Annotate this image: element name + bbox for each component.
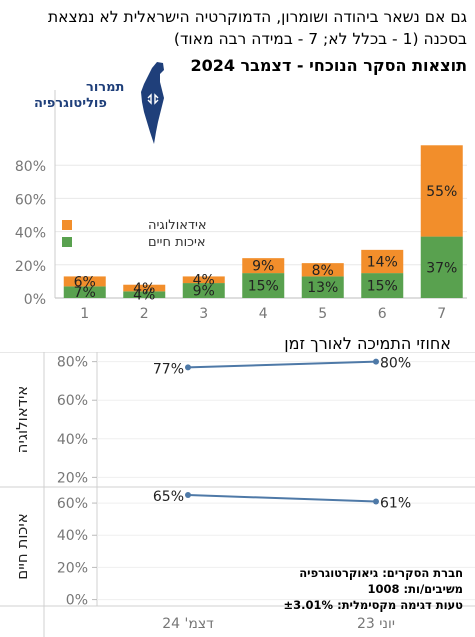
legend-label-ideology: אידאולוגיה [148, 218, 207, 233]
x-tick-label: 1 [80, 306, 89, 322]
data-label-ideology: 6% [74, 274, 96, 290]
y-tick-label: 20% [57, 560, 88, 576]
data-point [373, 358, 379, 365]
line-chart-title: אחוזי התמיכה לאורך זמן [284, 334, 451, 353]
data-label-ideology: 4% [133, 281, 155, 297]
legend-swatch-life [62, 237, 72, 247]
series-line [187, 360, 377, 369]
bar-segment-ideology [63, 276, 106, 287]
logo: תמרור פוליטוגרפיה [30, 62, 165, 144]
x-tick-label: 4 [259, 306, 268, 322]
bar-segment-ideology [182, 276, 225, 284]
survey-error: טעות דגימה מקסימלית: ±3.01% [283, 598, 463, 612]
y-tick-label: 60% [57, 393, 88, 409]
data-label-ideology: 9% [252, 259, 274, 275]
israel-map-icon [141, 62, 164, 144]
y-tick-label: 0% [24, 292, 46, 308]
survey-question: גם אם נשאר ביהודה ושומרון, הדמוקרטיה היש… [48, 8, 467, 48]
bar-segment-life [182, 283, 225, 298]
y-tick-label: 60% [15, 192, 46, 208]
series-line [187, 494, 377, 503]
y-tick-label: 40% [57, 432, 88, 448]
bar-segment-life [63, 286, 106, 298]
bar-segment-ideology [361, 249, 404, 274]
y-tick-label: 60% [57, 496, 88, 512]
line-chart: 20% 40% 60% 80% אידאולוגיה 80% 77% 0% 20% 40% 60% א… [0, 352, 475, 637]
data-label: 65% [153, 489, 184, 505]
data-point [373, 498, 379, 505]
y-tick-label: 0% [66, 593, 88, 609]
data-point [185, 492, 191, 499]
bar-segment-life [361, 273, 404, 298]
logo-line2: פוליטוגרפיה [34, 96, 107, 111]
x-tick-label: 6 [378, 306, 387, 322]
x-tick-label: דצמ' 24 [162, 616, 214, 632]
y-tick-label: 20% [15, 259, 46, 275]
survey-company: חברת הסקרים: גיאוקרטוגרפיה [299, 566, 463, 580]
y-tick-label: 20% [57, 470, 88, 486]
survey-respondents: משיבים/ות: 1008 [367, 582, 463, 596]
chart-subtitle: תוצאות הסקר הנוכחי - דצמבר 2024 [190, 56, 467, 75]
bar-segment-life [420, 236, 463, 298]
data-point [185, 364, 191, 371]
logo-line1: תמרור [86, 80, 125, 95]
data-label-ideology: 8% [312, 263, 334, 279]
data-label-life: 7% [74, 285, 96, 301]
x-tick-label: 7 [437, 306, 446, 322]
x-tick-label: 2 [140, 306, 149, 322]
y-tick-label: 80% [15, 159, 46, 175]
data-label-life: 15% [367, 279, 398, 295]
data-label-ideology: 4% [193, 273, 215, 289]
legend-label-life: איכות חיים [148, 235, 206, 250]
bar-segment-ideology [301, 263, 344, 277]
bar-segment-life [301, 276, 344, 298]
y-tick-label: 80% [57, 355, 88, 371]
survey-info: חברת הסקרים: גיאוקרטוגרפיה משיבים/ות: 10… [284, 565, 463, 613]
x-tick-label: 3 [199, 306, 208, 322]
bar-segment-life [242, 273, 285, 298]
data-label-life: 15% [248, 279, 279, 295]
y-tick-label: 40% [57, 528, 88, 544]
y-tick-label: 40% [15, 226, 46, 242]
data-label: 61% [380, 495, 411, 511]
bar-segment-life [123, 291, 166, 298]
data-label-life: 9% [193, 284, 215, 300]
legend-swatch-ideology [62, 220, 72, 230]
bar-segment-ideology [123, 284, 166, 292]
panel-label: אידאולוגיה [13, 386, 31, 454]
data-label-life: 37% [426, 260, 457, 276]
panel-label: איכות חיים [13, 513, 31, 580]
data-label-ideology: 55% [426, 184, 457, 200]
data-label-life: 4% [133, 288, 155, 304]
x-tick-label: 5 [318, 306, 327, 322]
stacked-bar-chart: 0%20%40%60%80%7%6%14%4%29%4%315%9%413%8%… [15, 90, 467, 322]
data-label: 77% [153, 361, 184, 377]
data-label: 80% [380, 356, 411, 372]
data-label-ideology: 14% [367, 254, 398, 270]
x-tick-label: יוני 23 [357, 616, 395, 632]
bar-segment-ideology [420, 145, 463, 237]
bar-segment-ideology [242, 258, 285, 274]
data-label-life: 13% [307, 280, 338, 296]
